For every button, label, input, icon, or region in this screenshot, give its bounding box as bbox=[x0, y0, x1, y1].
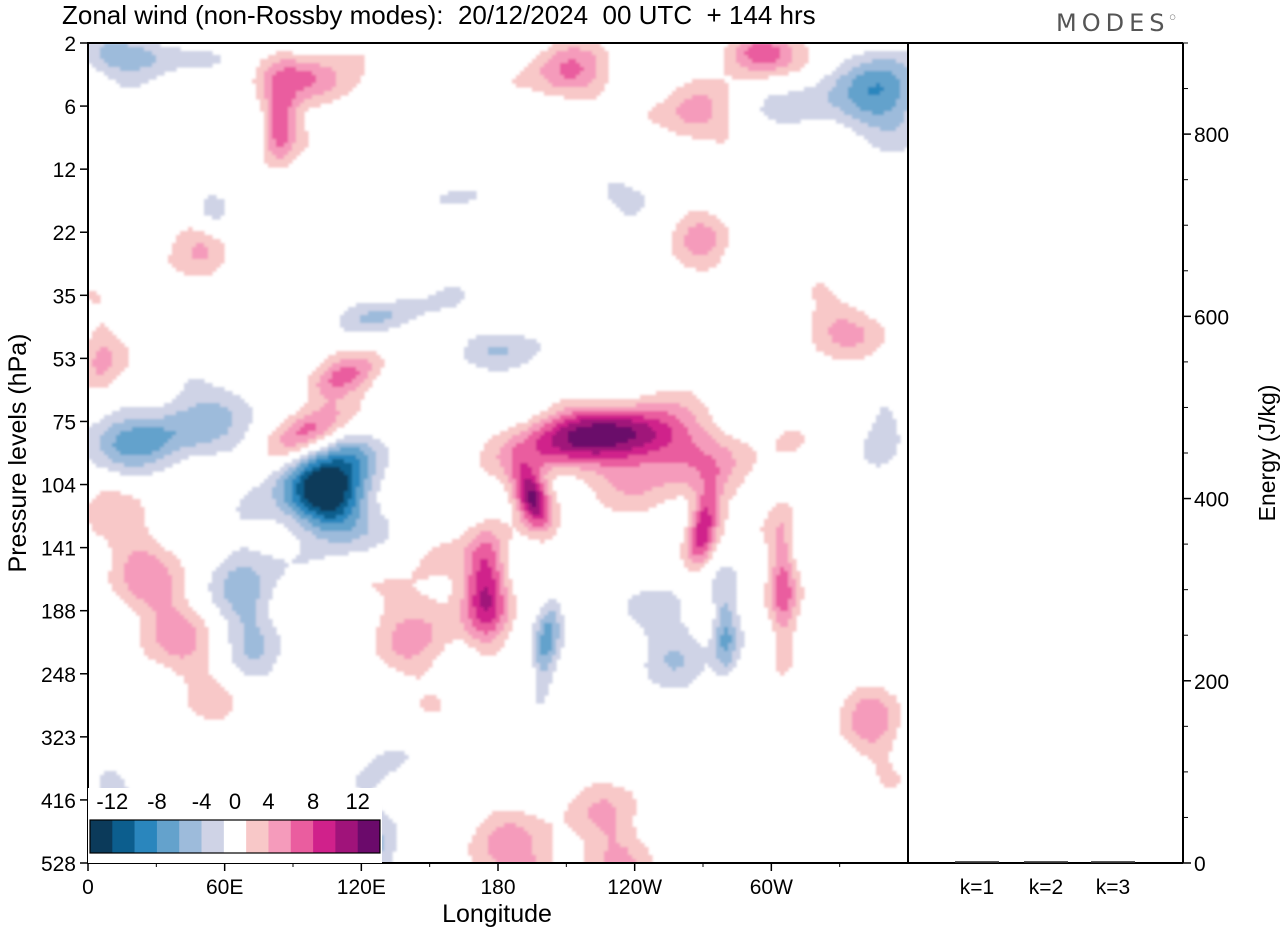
energy-tick-label: 600 bbox=[1194, 306, 1229, 329]
colorbar-swatch bbox=[313, 820, 336, 853]
colorbar-swatch bbox=[290, 820, 314, 853]
colorbar-swatch bbox=[201, 820, 225, 853]
colorbar-swatch bbox=[112, 820, 135, 853]
contour-fill-layer bbox=[88, 43, 908, 863]
energy-tick-label: 0 bbox=[1194, 853, 1206, 876]
colorbar-tick-label: 0 bbox=[229, 789, 241, 814]
colorbar-swatch bbox=[268, 820, 292, 853]
x-tick-label: 180 bbox=[480, 876, 515, 899]
colorbar-swatch bbox=[246, 820, 269, 853]
y-tick-label: 6 bbox=[64, 96, 76, 119]
energy-axis-label: Energy (J/kg) bbox=[1254, 385, 1280, 522]
x-tick-label: 60W bbox=[750, 876, 793, 899]
energy-category-label: k=1 bbox=[960, 876, 994, 899]
energy-axis: 0 200 400 600 800 bbox=[1183, 42, 1229, 876]
y-tick-label: 2 bbox=[64, 33, 76, 56]
contour-panel: 2 6 12 22 35 53 75 104 141 188 248 323 416 528 0 60E 12… bbox=[4, 33, 909, 928]
colorbar-swatch bbox=[357, 820, 381, 853]
y-tick-label: 104 bbox=[41, 475, 76, 498]
energy-bar bbox=[955, 861, 999, 863]
y-tick-label: 416 bbox=[41, 790, 76, 813]
x-tick-label: 0 bbox=[82, 876, 94, 899]
x-axis-label: Longitude bbox=[442, 900, 552, 928]
colorbar-tick-label: 12 bbox=[345, 789, 369, 814]
energy-category-label: k=3 bbox=[1096, 876, 1130, 899]
energy-tick-label: 200 bbox=[1194, 671, 1229, 694]
colorbar-swatch bbox=[179, 820, 202, 853]
x-tick-label: 60E bbox=[206, 876, 243, 899]
y-axis-label: Pressure levels (hPa) bbox=[4, 334, 32, 573]
y-tick-label: 528 bbox=[41, 853, 76, 876]
colorbar-tick-label: 8 bbox=[307, 789, 319, 814]
y-tick-label: 248 bbox=[41, 664, 76, 687]
colorbar-swatch bbox=[223, 820, 247, 853]
colorbar-tick-label: -8 bbox=[147, 789, 167, 814]
energy-tick-label: 400 bbox=[1194, 489, 1229, 512]
x-tick-label: 120W bbox=[607, 876, 662, 899]
x-axis-longitude: 0 60E 120E 180 120W 60W bbox=[82, 863, 841, 899]
colorbar-swatch bbox=[156, 820, 180, 853]
colorbar-tick-label: 4 bbox=[262, 789, 274, 814]
energy-bar bbox=[1091, 861, 1135, 863]
energy-bar bbox=[1024, 861, 1068, 863]
y-tick-label: 323 bbox=[41, 727, 76, 750]
modes-logo: MODES○ bbox=[1056, 9, 1176, 37]
colorbar-tick-label: -4 bbox=[192, 789, 212, 814]
figure-title: Zonal wind (non-Rossby modes): 20/12/202… bbox=[62, 0, 816, 30]
energy-tick-label: 800 bbox=[1194, 124, 1229, 147]
y-tick-label: 75 bbox=[53, 411, 76, 434]
colorbar-swatch bbox=[335, 820, 358, 853]
x-tick-label: 120E bbox=[337, 876, 386, 899]
y-tick-label: 188 bbox=[41, 601, 76, 624]
colorbar-tick-label: -12 bbox=[96, 789, 128, 814]
y-tick-label: 12 bbox=[53, 159, 76, 182]
y-tick-label: 35 bbox=[53, 285, 76, 308]
colorbar-swatch bbox=[134, 820, 158, 853]
energy-panel: k=1 k=2 k=3 0 200 400 600 800 Energy (J/kg) bbox=[908, 42, 1280, 899]
colorbar-swatch bbox=[90, 820, 113, 853]
colorbar-legend: -12 -8 -4 0 4 8 12 bbox=[88, 788, 382, 863]
y-tick-label: 141 bbox=[41, 538, 76, 561]
y-tick-label: 22 bbox=[53, 222, 76, 245]
y-axis-pressure: 2 6 12 22 35 53 75 104 141 188 248 323 416 528 bbox=[41, 33, 88, 876]
y-tick-label: 53 bbox=[53, 348, 76, 371]
energy-category-label: k=2 bbox=[1029, 876, 1063, 899]
